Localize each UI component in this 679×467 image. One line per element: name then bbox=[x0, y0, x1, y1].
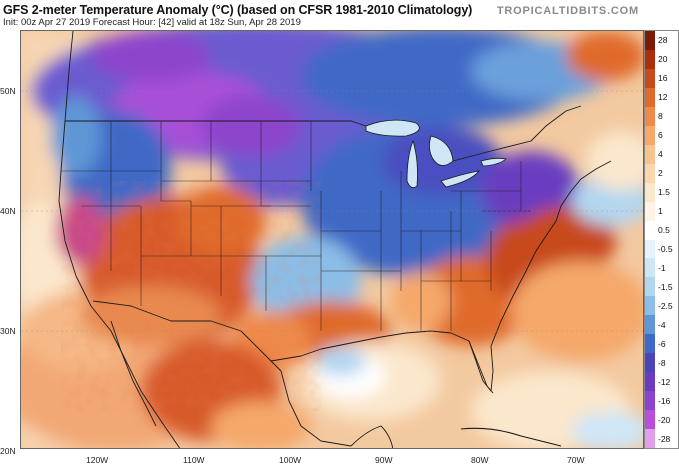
colorbar-swatch bbox=[645, 220, 655, 240]
colorbar-label: -2.5 bbox=[658, 300, 673, 311]
colorbar-swatch bbox=[645, 144, 655, 165]
colorbar-swatch bbox=[645, 296, 655, 316]
colorbar-label: 20 bbox=[658, 54, 668, 65]
map-title: GFS 2-meter Temperature Anomaly (°C) (ba… bbox=[3, 3, 473, 17]
colorbar-label: 2 bbox=[658, 168, 663, 179]
colorbar-swatch bbox=[645, 391, 655, 411]
colorbar-label: 16 bbox=[658, 73, 668, 84]
colorbar-swatch bbox=[645, 49, 655, 70]
colorbar-swatch bbox=[645, 68, 655, 89]
colorbar-swatch bbox=[645, 429, 655, 449]
colorbar-label: 12 bbox=[658, 92, 668, 103]
colorbar-swatch bbox=[645, 182, 655, 203]
lon-label-70w: 70W bbox=[567, 455, 585, 465]
colorbar-swatch bbox=[645, 31, 655, 51]
colorbar-label: 6 bbox=[658, 130, 663, 141]
brand-watermark: TROPICALTIDBITS.COM bbox=[496, 5, 639, 17]
lat-label-40n: 40N bbox=[0, 206, 16, 216]
colorbar-swatch bbox=[645, 125, 655, 146]
lat-label-50n: 50N bbox=[0, 86, 16, 96]
colorbar-label: -16 bbox=[658, 395, 671, 406]
lon-label-110w: 110W bbox=[183, 455, 205, 465]
colorbar-swatch bbox=[645, 239, 655, 259]
colorbar-label: -1 bbox=[658, 262, 666, 273]
colorbar-legend: 28 20 16 12 8 6 4 2 1.5 1 0.5 -0.5 -1 -1.5 -2.5 -4 -6 -8 -… bbox=[644, 30, 679, 449]
colorbar-label: -28 bbox=[658, 433, 671, 444]
colorbar-label: -4 bbox=[658, 319, 666, 330]
colorbar-swatch bbox=[645, 372, 655, 392]
colorbar-label: 1 bbox=[658, 206, 663, 217]
colorbar-swatch bbox=[645, 163, 655, 184]
colorbar-swatch bbox=[645, 201, 655, 222]
colorbar-label: -6 bbox=[658, 338, 666, 349]
lat-label-20n: 20N bbox=[0, 446, 16, 456]
colorbar-swatch bbox=[645, 410, 655, 430]
colorbar-label: 0.5 bbox=[658, 225, 670, 236]
colorbar-label: -8 bbox=[658, 357, 666, 368]
colorbar-swatch bbox=[645, 87, 655, 108]
colorbar-label: -12 bbox=[658, 376, 671, 387]
colorbar-swatch bbox=[645, 106, 655, 127]
colorbar-label: -1.5 bbox=[658, 281, 673, 292]
header: GFS 2-meter Temperature Anomaly (°C) (ba… bbox=[0, 0, 679, 30]
colorbar-label: 8 bbox=[658, 111, 663, 122]
map-subtitle: Init: 00z Apr 27 2019 Forecast Hour: [42… bbox=[3, 17, 301, 28]
colorbar-label: 28 bbox=[658, 35, 668, 46]
colorbar-swatch bbox=[645, 258, 655, 278]
map-canvas bbox=[21, 31, 643, 448]
colorbar-swatch bbox=[645, 315, 655, 335]
colorbar-swatch bbox=[645, 334, 655, 354]
colorbar-label: -0.5 bbox=[658, 243, 673, 254]
colorbar-label: -20 bbox=[658, 414, 671, 425]
colorbar-swatch bbox=[645, 277, 655, 297]
lat-label-30n: 30N bbox=[0, 326, 16, 336]
colorbar-label: 4 bbox=[658, 149, 663, 160]
lon-label-90w: 90W bbox=[375, 455, 393, 465]
lon-label-100w: 100W bbox=[279, 455, 302, 465]
lon-label-120w: 120W bbox=[86, 455, 109, 465]
colorbar-label: 1.5 bbox=[658, 187, 670, 198]
lon-label-80w: 80W bbox=[471, 455, 489, 465]
colorbar-swatch bbox=[645, 353, 655, 373]
anomaly-map bbox=[20, 30, 644, 449]
